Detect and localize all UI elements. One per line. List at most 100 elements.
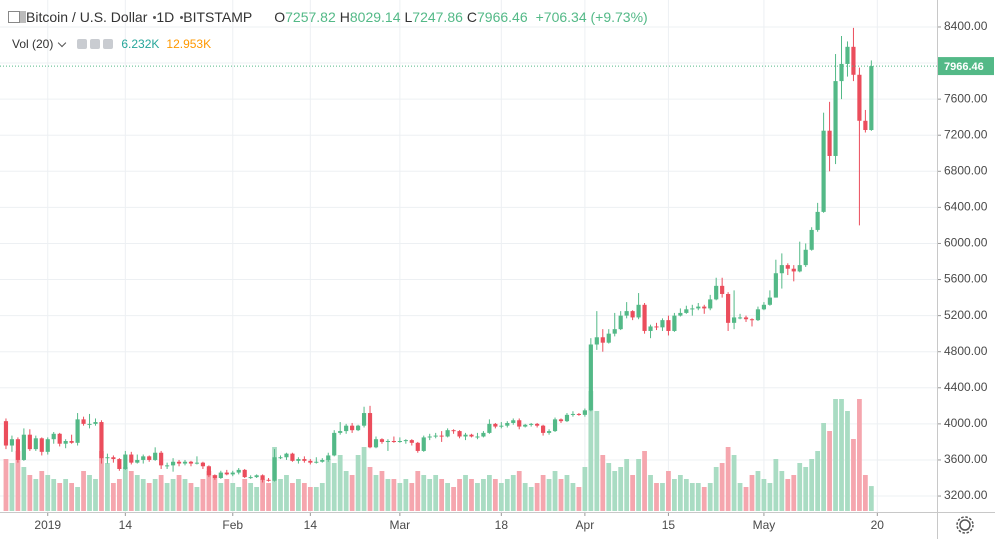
volume-bar <box>475 483 480 511</box>
volume-bar <box>737 483 743 511</box>
candle-body <box>803 249 808 266</box>
x-tick-label: 20 <box>871 518 885 532</box>
candle-body <box>176 461 182 464</box>
candle-body <box>666 320 671 331</box>
volume-bar <box>158 475 164 511</box>
candle-body <box>314 461 319 463</box>
volume-bar <box>152 479 158 511</box>
candle-body <box>678 312 683 316</box>
exchange[interactable]: BITSTAMP <box>183 9 253 25</box>
candle-body <box>815 211 820 230</box>
volume-bar <box>182 479 188 511</box>
candle-body <box>827 130 832 156</box>
candle-body <box>81 419 86 424</box>
settings-gear[interactable] <box>956 516 974 534</box>
volume-bar <box>164 483 170 511</box>
candle-body <box>481 432 486 437</box>
volume-bar <box>301 483 307 511</box>
volume-menu[interactable] <box>58 38 67 47</box>
volume-bar <box>522 483 528 511</box>
candle-body <box>606 333 611 343</box>
volume-bar <box>194 487 200 511</box>
candle-body <box>564 414 570 422</box>
candle-body <box>761 304 767 310</box>
candle-body <box>260 475 265 480</box>
candle-body <box>779 265 784 274</box>
collapse-button[interactable] <box>8 11 20 23</box>
volume-bar <box>558 479 564 511</box>
candle-body <box>523 424 528 427</box>
candle-body <box>499 425 504 427</box>
candle-body <box>33 438 38 450</box>
symbol[interactable]: Bitcoin / U.S. Dollar <box>26 9 148 25</box>
candle-body <box>278 457 283 459</box>
volume-bar <box>57 483 63 511</box>
candle-body <box>21 434 26 460</box>
y-tick-label: 4800.00 <box>944 344 988 358</box>
x-tick-label: 2019 <box>34 518 61 532</box>
interval[interactable]: 1D <box>156 9 175 25</box>
candle-body <box>552 419 558 432</box>
candle-body <box>851 46 856 75</box>
candle-body <box>618 315 623 330</box>
candle-body <box>350 425 355 431</box>
volume-bar <box>701 487 707 511</box>
candle-body <box>642 304 647 331</box>
candle-body <box>27 434 32 450</box>
settings-button[interactable] <box>90 39 101 49</box>
candle-body <box>391 441 396 443</box>
candle-body <box>600 337 605 343</box>
candle-body <box>529 423 534 425</box>
candle-body <box>869 66 874 131</box>
volume-bar <box>564 475 570 511</box>
volume-bar <box>3 459 9 511</box>
candle-body <box>123 454 128 469</box>
volume-bar <box>75 487 80 511</box>
volume-bar <box>689 483 695 511</box>
volume-bar <box>331 463 337 511</box>
remove-button[interactable] <box>103 39 114 49</box>
candle-body <box>75 419 80 443</box>
volume-bar <box>391 479 397 511</box>
volume-bar <box>248 483 254 511</box>
volume-bar <box>821 423 826 511</box>
volume-bar <box>725 447 731 511</box>
volume-bar <box>528 487 534 511</box>
volume-title[interactable]: Vol (20) <box>12 37 54 51</box>
y-tick-label: 4400.00 <box>944 380 988 394</box>
hide-button[interactable] <box>77 39 88 49</box>
candle-body <box>397 441 402 443</box>
candle-body <box>356 425 361 431</box>
candle-body <box>242 469 247 478</box>
candle-body <box>457 431 462 437</box>
volume-bar <box>588 391 594 511</box>
volume-bar <box>45 475 51 511</box>
volume-bar <box>648 475 653 511</box>
candle-body <box>206 466 211 476</box>
candle-body <box>749 319 755 321</box>
volume-bar <box>457 479 462 511</box>
volume-bar <box>361 447 367 511</box>
volume-bar <box>642 451 647 511</box>
volume-bar <box>743 487 749 511</box>
y-tick-label: 6800.00 <box>944 163 988 177</box>
volume-bar <box>677 475 683 511</box>
candle-body <box>475 436 480 438</box>
candle-body <box>188 461 194 464</box>
low-value: 7247.86 <box>412 9 463 25</box>
candle-body <box>505 422 510 426</box>
candle-body <box>385 441 391 443</box>
volume-bar <box>827 431 832 511</box>
last-price-label: 7966.46 <box>944 61 984 73</box>
candle-body <box>588 344 593 411</box>
volume-bar <box>343 471 349 511</box>
candle-body <box>576 413 581 415</box>
volume-bar <box>797 463 803 511</box>
candle-body <box>720 285 725 294</box>
candle-body <box>469 434 474 437</box>
volume-bar <box>307 487 313 511</box>
volume-bar <box>403 479 409 511</box>
candle-body <box>558 419 564 422</box>
candle-body <box>785 265 790 269</box>
